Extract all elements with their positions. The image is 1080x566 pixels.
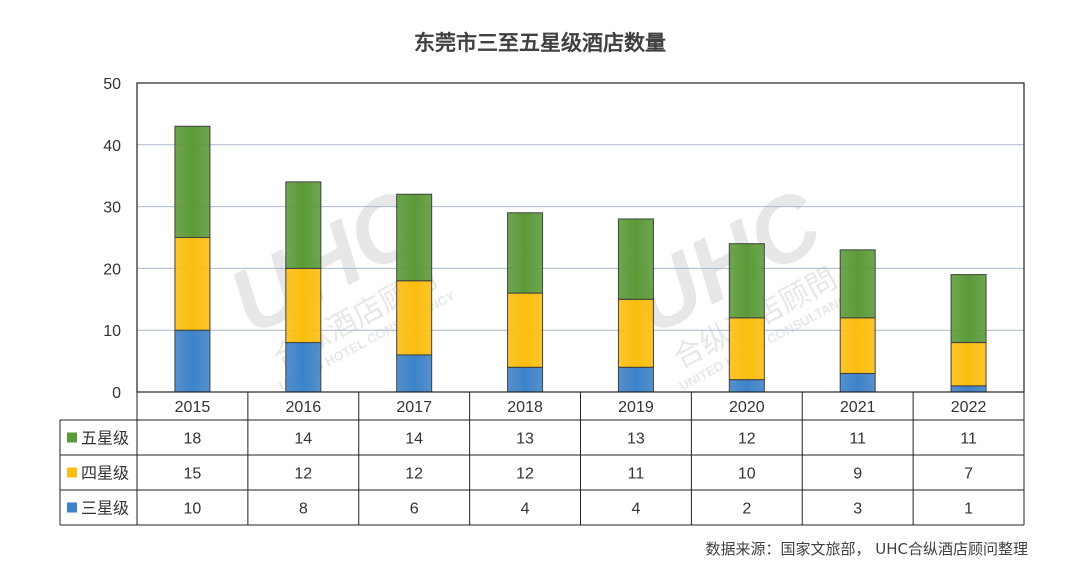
data-label: 12 — [738, 431, 756, 448]
bar-segment — [839, 317, 876, 374]
y-tick-label: 40 — [103, 138, 121, 155]
x-tick-label: 2021 — [840, 399, 876, 416]
data-label: 15 — [184, 466, 202, 483]
bar-segment — [950, 385, 987, 393]
bar-segment — [285, 267, 322, 344]
x-tick-label: 2017 — [396, 399, 432, 416]
data-label: 11 — [849, 431, 866, 448]
bar-segment — [507, 292, 544, 368]
bar-segment — [728, 379, 765, 393]
y-tick-label: 10 — [103, 323, 121, 340]
bar-segment — [507, 212, 544, 294]
bars — [174, 125, 987, 393]
data-label: 11 — [960, 431, 977, 448]
x-tick-label: 2020 — [729, 399, 765, 416]
legend-label: 五星级 — [81, 429, 129, 448]
data-label: 10 — [184, 501, 202, 518]
y-tick-label: 30 — [103, 200, 121, 217]
bar-segment — [839, 372, 876, 393]
x-tick-label: 2019 — [618, 399, 654, 416]
bar-segment — [285, 342, 322, 393]
data-label: 7 — [964, 466, 973, 483]
legend-key — [67, 467, 77, 478]
bar-segment — [396, 193, 433, 282]
data-label: 12 — [516, 466, 534, 483]
bar-segment — [396, 280, 433, 356]
data-label: 13 — [627, 431, 645, 448]
x-tick-label: 2016 — [286, 399, 322, 416]
legend-label: 三星级 — [81, 499, 129, 518]
data-label: 1 — [964, 501, 973, 518]
y-tick-label: 0 — [112, 385, 121, 402]
bar-segment — [174, 329, 211, 393]
data-label: 12 — [405, 466, 423, 483]
bar-segment — [950, 342, 987, 387]
data-label: 14 — [405, 431, 423, 448]
bar-segment — [285, 181, 322, 269]
y-axis-ticks: 0 10 20 30 40 50 — [103, 76, 121, 402]
data-label: 4 — [521, 501, 530, 518]
data-label: 2 — [742, 501, 751, 518]
bar-segment — [950, 274, 987, 344]
x-tick-label: 2015 — [175, 399, 211, 416]
y-tick-label: 20 — [103, 261, 121, 278]
data-label: 14 — [294, 431, 312, 448]
data-label: 8 — [299, 501, 308, 518]
legend-key — [67, 502, 77, 513]
legend-key — [67, 432, 77, 443]
bar-segment — [728, 317, 765, 381]
bar-segment — [174, 237, 211, 331]
data-label: 3 — [853, 501, 862, 518]
data-label: 11 — [628, 466, 645, 483]
bar-segment — [396, 354, 433, 393]
bar-segment — [617, 366, 654, 393]
x-tick-label: 2018 — [507, 399, 543, 416]
gridlines — [137, 144, 1024, 331]
data-label: 12 — [294, 466, 312, 483]
x-tick-label: 2022 — [951, 399, 987, 416]
data-label: 10 — [738, 466, 756, 483]
data-label: 6 — [410, 501, 419, 518]
legend-label: 四星级 — [81, 464, 129, 483]
bar-segment — [839, 249, 876, 319]
bar-segment — [728, 243, 765, 319]
bar-segment — [617, 298, 654, 368]
source-note: 数据来源：国家文旅部， UHC合纵酒店顾问整理 — [705, 540, 1028, 558]
data-label: 9 — [853, 466, 862, 483]
data-label: 4 — [631, 501, 640, 518]
bar-segment — [507, 366, 544, 393]
bar-segment — [617, 218, 654, 300]
y-tick-label: 50 — [103, 76, 121, 93]
bar-segment — [174, 125, 211, 238]
chart-title: 东莞市三至五星级酒店数量 — [414, 31, 666, 55]
data-label: 13 — [516, 431, 534, 448]
data-label: 18 — [184, 431, 202, 448]
